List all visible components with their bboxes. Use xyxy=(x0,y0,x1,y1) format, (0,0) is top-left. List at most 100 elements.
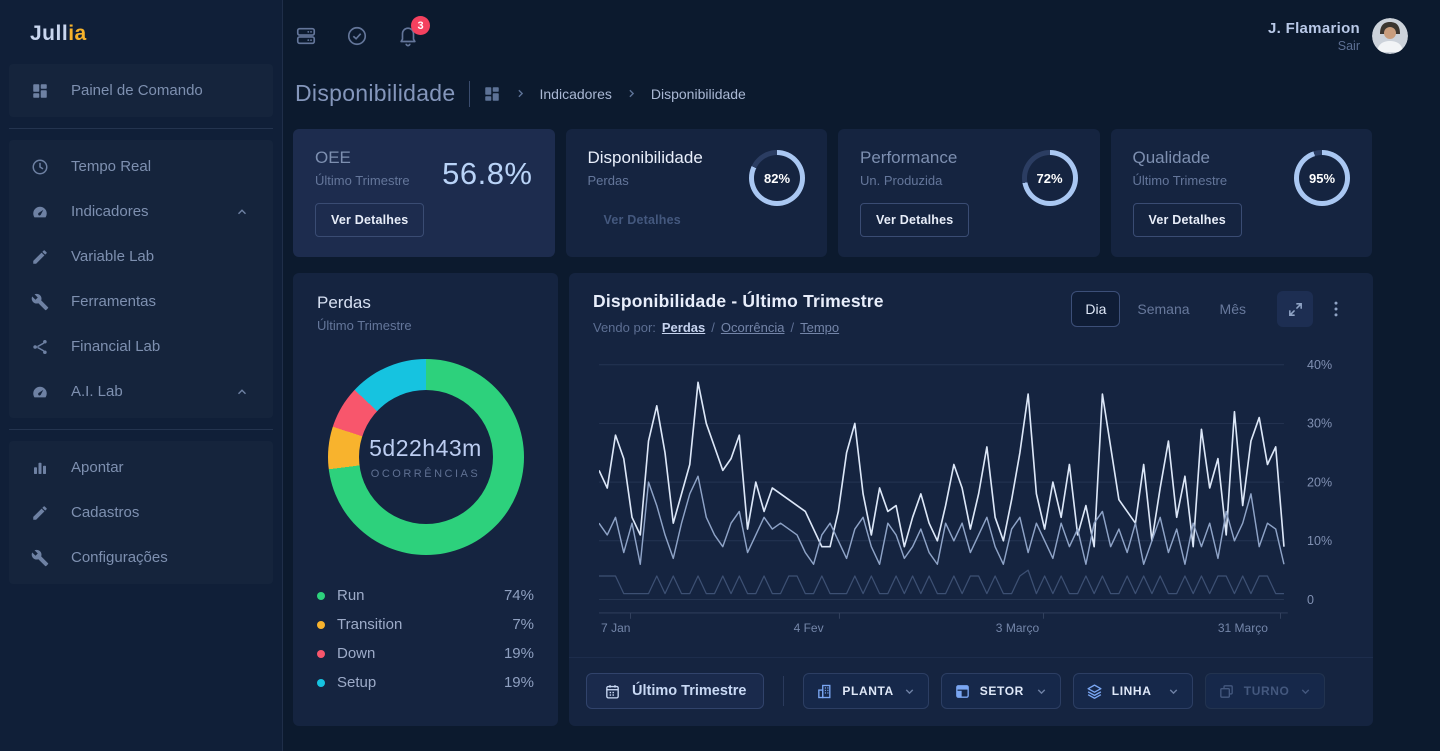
tab-dia[interactable]: Dia xyxy=(1071,291,1121,327)
perdas-subtitle: Último Trimestre xyxy=(317,318,412,333)
link-tempo[interactable]: Tempo xyxy=(800,320,840,335)
legend-item-down: Down 19% xyxy=(317,639,534,668)
svg-text:4 Fev: 4 Fev xyxy=(794,621,824,635)
perdas-donut-chart: 5d22h43m OCORRÊNCIAS xyxy=(327,359,524,555)
box-icon xyxy=(1219,684,1233,698)
legend-dot xyxy=(317,591,325,600)
kpi-value: 56.8% xyxy=(442,156,533,191)
kpi-title: OEE xyxy=(315,148,351,167)
sidebar-item-variable-lab[interactable]: Variable Lab xyxy=(9,234,273,279)
svg-text:7 Jan: 7 Jan xyxy=(601,621,630,635)
svg-text:3 Março: 3 Março xyxy=(996,621,1040,635)
tab-semana[interactable]: Semana xyxy=(1137,301,1190,317)
link-perdas[interactable]: Perdas xyxy=(661,320,706,335)
topbar-icons: 3 xyxy=(295,16,430,47)
svg-text:20%: 20% xyxy=(1307,475,1332,489)
chart-title: Disponibilidade - Último Trimestre xyxy=(593,291,884,311)
building-icon xyxy=(818,684,831,698)
svg-text:40%: 40% xyxy=(1307,358,1332,372)
donut-legend: Run 74% Transition 7% Down 19% xyxy=(317,581,534,697)
sidebar-item-painel-de-comando[interactable]: Painel de Comando xyxy=(9,68,273,113)
filters-row: Último Trimestre PLANTA SETOR xyxy=(569,658,1373,709)
ver-detalhes-button[interactable]: Ver Detalhes xyxy=(1132,203,1242,237)
breadcrumb-grid-icon[interactable] xyxy=(483,85,501,103)
donut-center: 5d22h43m OCORRÊNCIAS xyxy=(358,390,493,524)
dropdown-setor[interactable]: SETOR xyxy=(940,673,1061,709)
user-name[interactable]: J. Flamarion xyxy=(1268,19,1360,37)
legend-dot xyxy=(317,649,325,658)
progress-ring: 72% xyxy=(1021,150,1078,206)
availability-chart-card: Disponibilidade - Último Trimestre Vendo… xyxy=(569,273,1373,726)
chevron-down-icon xyxy=(1301,688,1310,694)
sidebar: Jullia Painel de Comando Tempo Real Indi… xyxy=(0,0,283,751)
sidebar-item-ferramentas[interactable]: Ferramentas xyxy=(9,279,273,324)
svg-text:0: 0 xyxy=(1307,593,1314,607)
logout-link[interactable]: Sair xyxy=(1337,38,1360,53)
calendar-icon xyxy=(606,684,619,699)
sidebar-item-label: Painel de Comando xyxy=(71,82,203,99)
dashboard-icon xyxy=(33,83,47,98)
sidebar-item-apontar[interactable]: Apontar xyxy=(9,445,273,490)
gauge-icon xyxy=(33,206,47,217)
expand-button[interactable] xyxy=(1277,291,1313,327)
dropdown-linha[interactable]: LINHA xyxy=(1072,673,1193,709)
kpi-subtitle: Último Trimestre xyxy=(1132,173,1228,188)
donut-center-value: 5d22h43m xyxy=(369,434,482,461)
ver-detalhes-button[interactable]: Ver Detalhes xyxy=(860,203,970,237)
kpi-subtitle: Un. Produzida xyxy=(860,173,943,188)
progress-ring: 82% xyxy=(749,150,805,206)
breadcrumb-disponibilidade[interactable]: Disponibilidade xyxy=(650,85,746,102)
sidebar-divider xyxy=(9,128,273,129)
legend-dot xyxy=(317,620,325,629)
kpi-row: OEE Último Trimestre Ver Detalhes 56.8% … xyxy=(293,129,1372,257)
bar-chart-icon xyxy=(34,462,46,474)
perdas-title: Perdas xyxy=(317,293,371,312)
ver-detalhes-button[interactable]: Ver Detalhes xyxy=(315,203,425,237)
legend-item-setup: Setup 19% xyxy=(317,668,534,697)
link-ocorrencia[interactable]: Ocorrência xyxy=(720,320,785,335)
notifications-button[interactable]: 3 xyxy=(397,16,430,47)
dropdown-planta[interactable]: PLANTA xyxy=(803,673,929,709)
kpi-card-performance: Performance Un. Produzida Ver Detalhes 7… xyxy=(838,129,1100,257)
layers-icon xyxy=(1087,683,1102,699)
user-block: J. Flamarion Sair xyxy=(1268,18,1408,54)
more-options-button[interactable] xyxy=(1321,291,1351,327)
chevron-up-icon xyxy=(238,208,246,214)
chevron-down-icon xyxy=(905,688,914,694)
gauge-icon xyxy=(33,386,47,397)
vendo-por: Vendo por: Perdas / Ocorrência / Tempo xyxy=(593,320,840,335)
branch-icon xyxy=(33,339,47,354)
chevron-down-icon xyxy=(1037,688,1046,694)
filters-vertical-divider xyxy=(783,676,785,706)
kebab-menu-icon xyxy=(1334,301,1338,317)
app-logo[interactable]: Jullia xyxy=(0,0,282,64)
table-icon xyxy=(955,684,969,698)
chevron-right-icon xyxy=(517,89,523,98)
period-button[interactable]: Último Trimestre xyxy=(586,673,765,709)
sidebar-item-label: Configurações xyxy=(71,549,168,566)
ring-value: 95% xyxy=(1308,170,1336,186)
sidebar-item-indicadores[interactable]: Indicadores xyxy=(9,189,273,234)
breadcrumb-indicadores[interactable]: Indicadores xyxy=(539,85,612,102)
tab-mes[interactable]: Mês xyxy=(1219,301,1246,317)
kpi-subtitle: Último Trimestre xyxy=(315,173,410,188)
legend-dot xyxy=(317,678,325,687)
sidebar-item-ai-lab[interactable]: A.I. Lab xyxy=(9,369,273,414)
dropdown-turno[interactable]: TURNO xyxy=(1204,673,1325,709)
sidebar-item-financial-lab[interactable]: Financial Lab xyxy=(9,324,273,369)
server-icon[interactable] xyxy=(295,25,317,47)
notification-badge: 3 xyxy=(411,16,430,35)
kpi-subtitle: Perdas xyxy=(587,173,629,188)
sidebar-item-configuracoes[interactable]: Configurações xyxy=(9,535,273,580)
perdas-card: Perdas Último Trimestre 5d22h43m OCORRÊN… xyxy=(293,273,558,726)
sidebar-item-cadastros[interactable]: Cadastros xyxy=(9,490,273,535)
sidebar-item-tempo-real[interactable]: Tempo Real xyxy=(9,144,273,189)
sidebar-item-label: A.I. Lab xyxy=(71,383,123,400)
check-circle-icon[interactable] xyxy=(346,25,368,47)
ver-detalhes-button[interactable]: Ver Detalhes xyxy=(588,203,697,237)
pen-icon xyxy=(33,505,47,520)
avatar[interactable] xyxy=(1372,18,1408,54)
chevron-up-icon xyxy=(238,388,246,394)
wrench-icon xyxy=(31,293,49,310)
clock-icon xyxy=(32,159,48,174)
